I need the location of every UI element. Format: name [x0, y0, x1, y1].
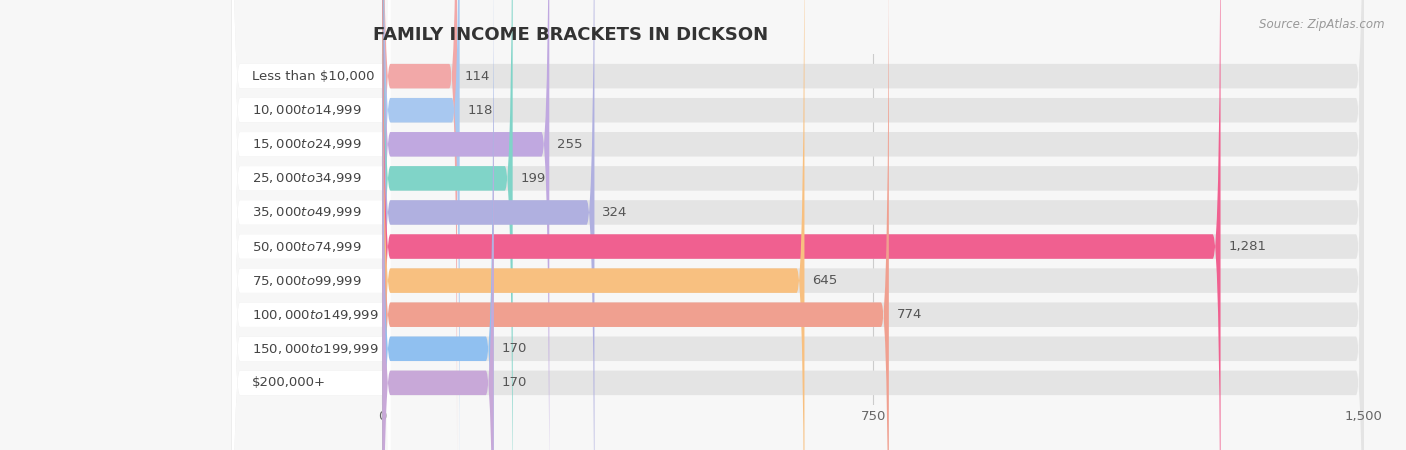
Text: $75,000 to $99,999: $75,000 to $99,999 [252, 274, 361, 288]
Text: $10,000 to $14,999: $10,000 to $14,999 [252, 103, 361, 117]
Text: 645: 645 [813, 274, 838, 287]
FancyBboxPatch shape [382, 0, 513, 450]
FancyBboxPatch shape [232, 0, 1364, 450]
Text: $35,000 to $49,999: $35,000 to $49,999 [252, 206, 361, 220]
Text: 170: 170 [502, 376, 527, 389]
FancyBboxPatch shape [382, 0, 494, 450]
FancyBboxPatch shape [232, 0, 1364, 450]
Text: 324: 324 [602, 206, 627, 219]
FancyBboxPatch shape [232, 0, 1364, 450]
FancyBboxPatch shape [382, 0, 550, 450]
FancyBboxPatch shape [232, 0, 391, 450]
FancyBboxPatch shape [232, 0, 1364, 450]
Text: 118: 118 [468, 104, 494, 117]
FancyBboxPatch shape [382, 0, 595, 450]
Text: $15,000 to $24,999: $15,000 to $24,999 [252, 137, 361, 151]
FancyBboxPatch shape [232, 0, 391, 450]
FancyBboxPatch shape [232, 0, 391, 450]
Text: 255: 255 [557, 138, 582, 151]
Text: $50,000 to $74,999: $50,000 to $74,999 [252, 239, 361, 253]
FancyBboxPatch shape [232, 0, 391, 450]
FancyBboxPatch shape [382, 0, 1220, 450]
FancyBboxPatch shape [382, 0, 889, 450]
Text: 199: 199 [520, 172, 546, 185]
FancyBboxPatch shape [232, 0, 391, 450]
Text: Less than $10,000: Less than $10,000 [252, 70, 374, 83]
FancyBboxPatch shape [232, 0, 1364, 450]
FancyBboxPatch shape [232, 0, 391, 450]
Text: $25,000 to $34,999: $25,000 to $34,999 [252, 171, 361, 185]
Text: FAMILY INCOME BRACKETS IN DICKSON: FAMILY INCOME BRACKETS IN DICKSON [374, 26, 769, 44]
FancyBboxPatch shape [232, 0, 391, 450]
FancyBboxPatch shape [232, 0, 1364, 450]
Text: 170: 170 [502, 342, 527, 355]
Text: Source: ZipAtlas.com: Source: ZipAtlas.com [1260, 18, 1385, 31]
FancyBboxPatch shape [232, 0, 1364, 450]
Text: 1,281: 1,281 [1229, 240, 1267, 253]
FancyBboxPatch shape [232, 0, 1364, 450]
Text: 774: 774 [897, 308, 922, 321]
Text: $200,000+: $200,000+ [252, 376, 326, 389]
FancyBboxPatch shape [232, 0, 391, 450]
FancyBboxPatch shape [382, 0, 460, 450]
Text: $150,000 to $199,999: $150,000 to $199,999 [252, 342, 378, 356]
FancyBboxPatch shape [232, 0, 391, 450]
FancyBboxPatch shape [382, 0, 804, 450]
FancyBboxPatch shape [232, 0, 1364, 450]
FancyBboxPatch shape [232, 0, 1364, 450]
FancyBboxPatch shape [382, 0, 494, 450]
Text: $100,000 to $149,999: $100,000 to $149,999 [252, 308, 378, 322]
FancyBboxPatch shape [232, 0, 391, 450]
Text: 114: 114 [465, 70, 491, 83]
FancyBboxPatch shape [382, 0, 457, 450]
